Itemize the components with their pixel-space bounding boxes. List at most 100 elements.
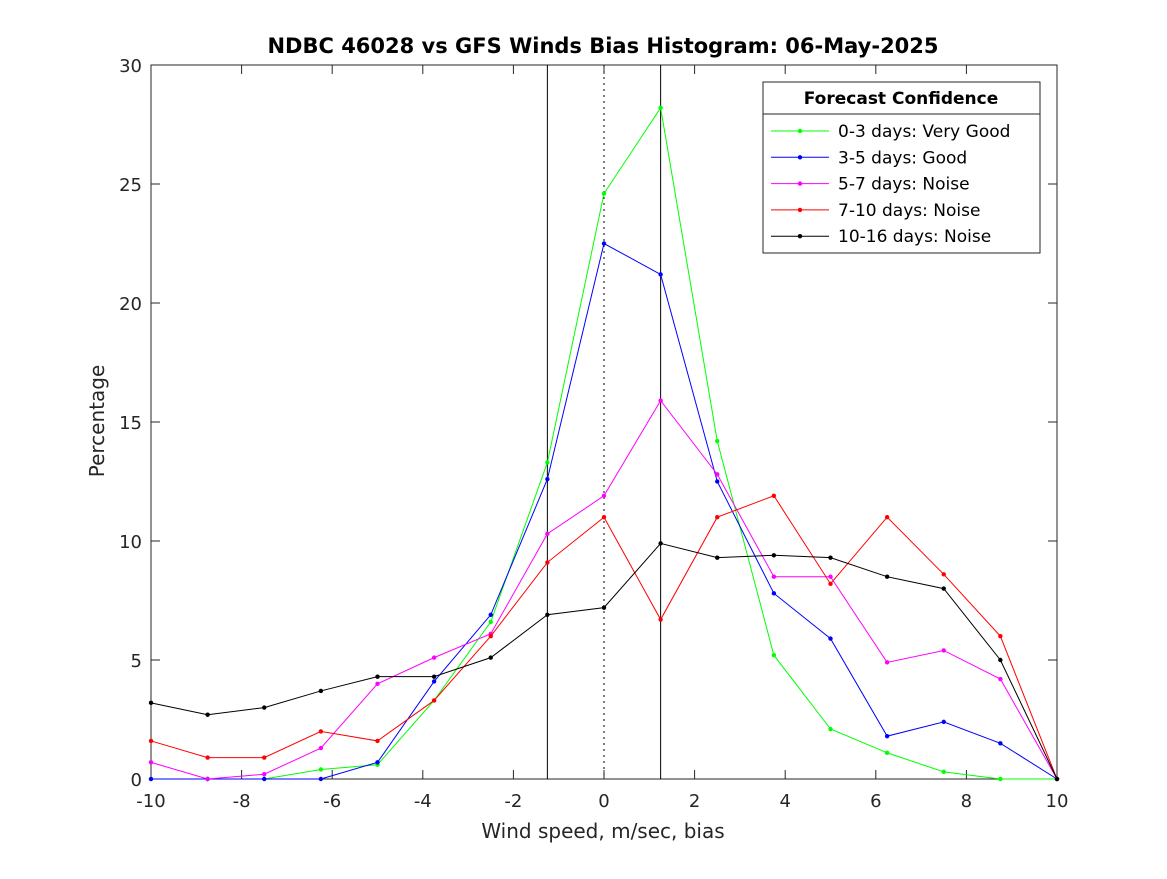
- series-point: [431, 679, 437, 684]
- series-point: [998, 676, 1003, 682]
- series-point: [545, 476, 550, 482]
- series-point: [148, 760, 154, 765]
- series-point: [715, 472, 720, 477]
- legend-marker: [797, 234, 803, 239]
- legend-marker: [797, 128, 803, 134]
- series-point: [658, 398, 663, 403]
- series-point: [658, 541, 663, 546]
- series-point: [771, 493, 777, 498]
- series-point: [601, 241, 607, 246]
- x-tick-label: -4: [414, 791, 432, 812]
- x-tick-label: -6: [323, 791, 341, 812]
- y-tick-label: 20: [119, 294, 142, 315]
- series-point: [828, 574, 833, 579]
- series-point: [715, 479, 720, 484]
- series-point: [488, 619, 493, 625]
- series-point: [884, 515, 890, 520]
- series-point: [375, 738, 380, 744]
- y-axis-label: Percentage: [85, 365, 109, 478]
- series-point: [488, 655, 493, 660]
- series-point: [375, 674, 380, 679]
- series-point: [262, 772, 267, 777]
- series-point: [884, 574, 890, 579]
- series-point: [998, 634, 1003, 639]
- series-point: [205, 755, 210, 760]
- x-tick-label: 4: [779, 791, 790, 812]
- series-point: [488, 612, 493, 617]
- legend-entry-label: 7-10 days: Noise: [838, 201, 980, 221]
- series-point: [431, 698, 437, 703]
- y-tick-label: 25: [119, 175, 142, 196]
- series-point: [715, 555, 720, 560]
- series-line: [150, 495, 1058, 780]
- y-tick-label: 30: [119, 56, 142, 77]
- series-point: [998, 741, 1003, 746]
- chart-title: NDBC 46028 vs GFS Winds Bias Histogram: …: [267, 34, 938, 58]
- x-tick-label: 8: [961, 791, 972, 812]
- series-point: [318, 776, 324, 782]
- x-tick-label: 0: [598, 791, 609, 812]
- legend-marker: [797, 155, 803, 160]
- series-point: [545, 560, 550, 565]
- series-point: [318, 729, 324, 734]
- series-point: [375, 681, 380, 686]
- series-point: [998, 657, 1003, 663]
- series-point: [941, 769, 946, 775]
- series-point: [601, 493, 607, 498]
- y-tick-label: 10: [119, 532, 142, 553]
- series-point: [941, 719, 946, 725]
- legend-entry-label: 10-16 days: Noise: [838, 227, 991, 247]
- x-tick-label: -8: [233, 791, 251, 812]
- series-point: [771, 653, 777, 658]
- series-point: [318, 745, 324, 751]
- series-point: [318, 767, 324, 772]
- series-point: [941, 648, 946, 653]
- x-tick-label: 2: [689, 791, 700, 812]
- series-point: [715, 515, 720, 520]
- legend-entry-label: 5-7 days: Noise: [838, 175, 970, 195]
- legend-title: Forecast Confidence: [804, 89, 999, 109]
- series-point: [148, 700, 154, 706]
- series-point: [771, 591, 777, 596]
- series-point: [148, 738, 154, 744]
- series-point: [884, 733, 890, 739]
- series-point: [658, 105, 663, 111]
- legend-marker: [797, 207, 803, 213]
- series-point: [884, 660, 890, 665]
- legend-entry-label: 3-5 days: Good: [838, 148, 967, 168]
- series-point: [828, 636, 833, 641]
- legend-box: [762, 81, 1041, 254]
- series-point: [545, 531, 550, 537]
- plot-area: -10 -8 -6 -4 -2 0 2 4 6 8 10 0 5 10 15 20 25 30: [119, 56, 1068, 812]
- legend: Forecast Confidence 0-3 days: Very Good 3…: [762, 81, 1041, 254]
- series-point: [658, 617, 663, 622]
- series-point: [262, 755, 267, 760]
- series-point: [998, 776, 1003, 782]
- series-point: [545, 460, 550, 465]
- series-point: [771, 574, 777, 579]
- series-point: [941, 572, 946, 577]
- series-point: [941, 586, 946, 591]
- series-point: [658, 272, 663, 277]
- series-point: [318, 688, 324, 694]
- series-point: [262, 776, 267, 782]
- series-point: [828, 555, 833, 560]
- series-point: [431, 674, 437, 679]
- series-point: [262, 705, 267, 710]
- series-point: [148, 776, 154, 782]
- legend-entry-label: 0-3 days: Very Good: [838, 122, 1010, 142]
- x-axis-label: Wind speed, m/sec, bias: [481, 819, 724, 843]
- x-tick-label: 6: [870, 791, 881, 812]
- series-line: [150, 399, 1058, 780]
- series-point: [488, 634, 493, 639]
- series-point: [1054, 776, 1060, 782]
- y-tick-label: 0: [131, 770, 142, 791]
- y-tick-label: 5: [131, 651, 142, 672]
- series-point: [601, 515, 607, 520]
- x-tick-label: -10: [136, 791, 165, 812]
- x-tick-label: 10: [1046, 791, 1069, 812]
- series-point: [205, 712, 210, 717]
- series-point: [601, 605, 607, 610]
